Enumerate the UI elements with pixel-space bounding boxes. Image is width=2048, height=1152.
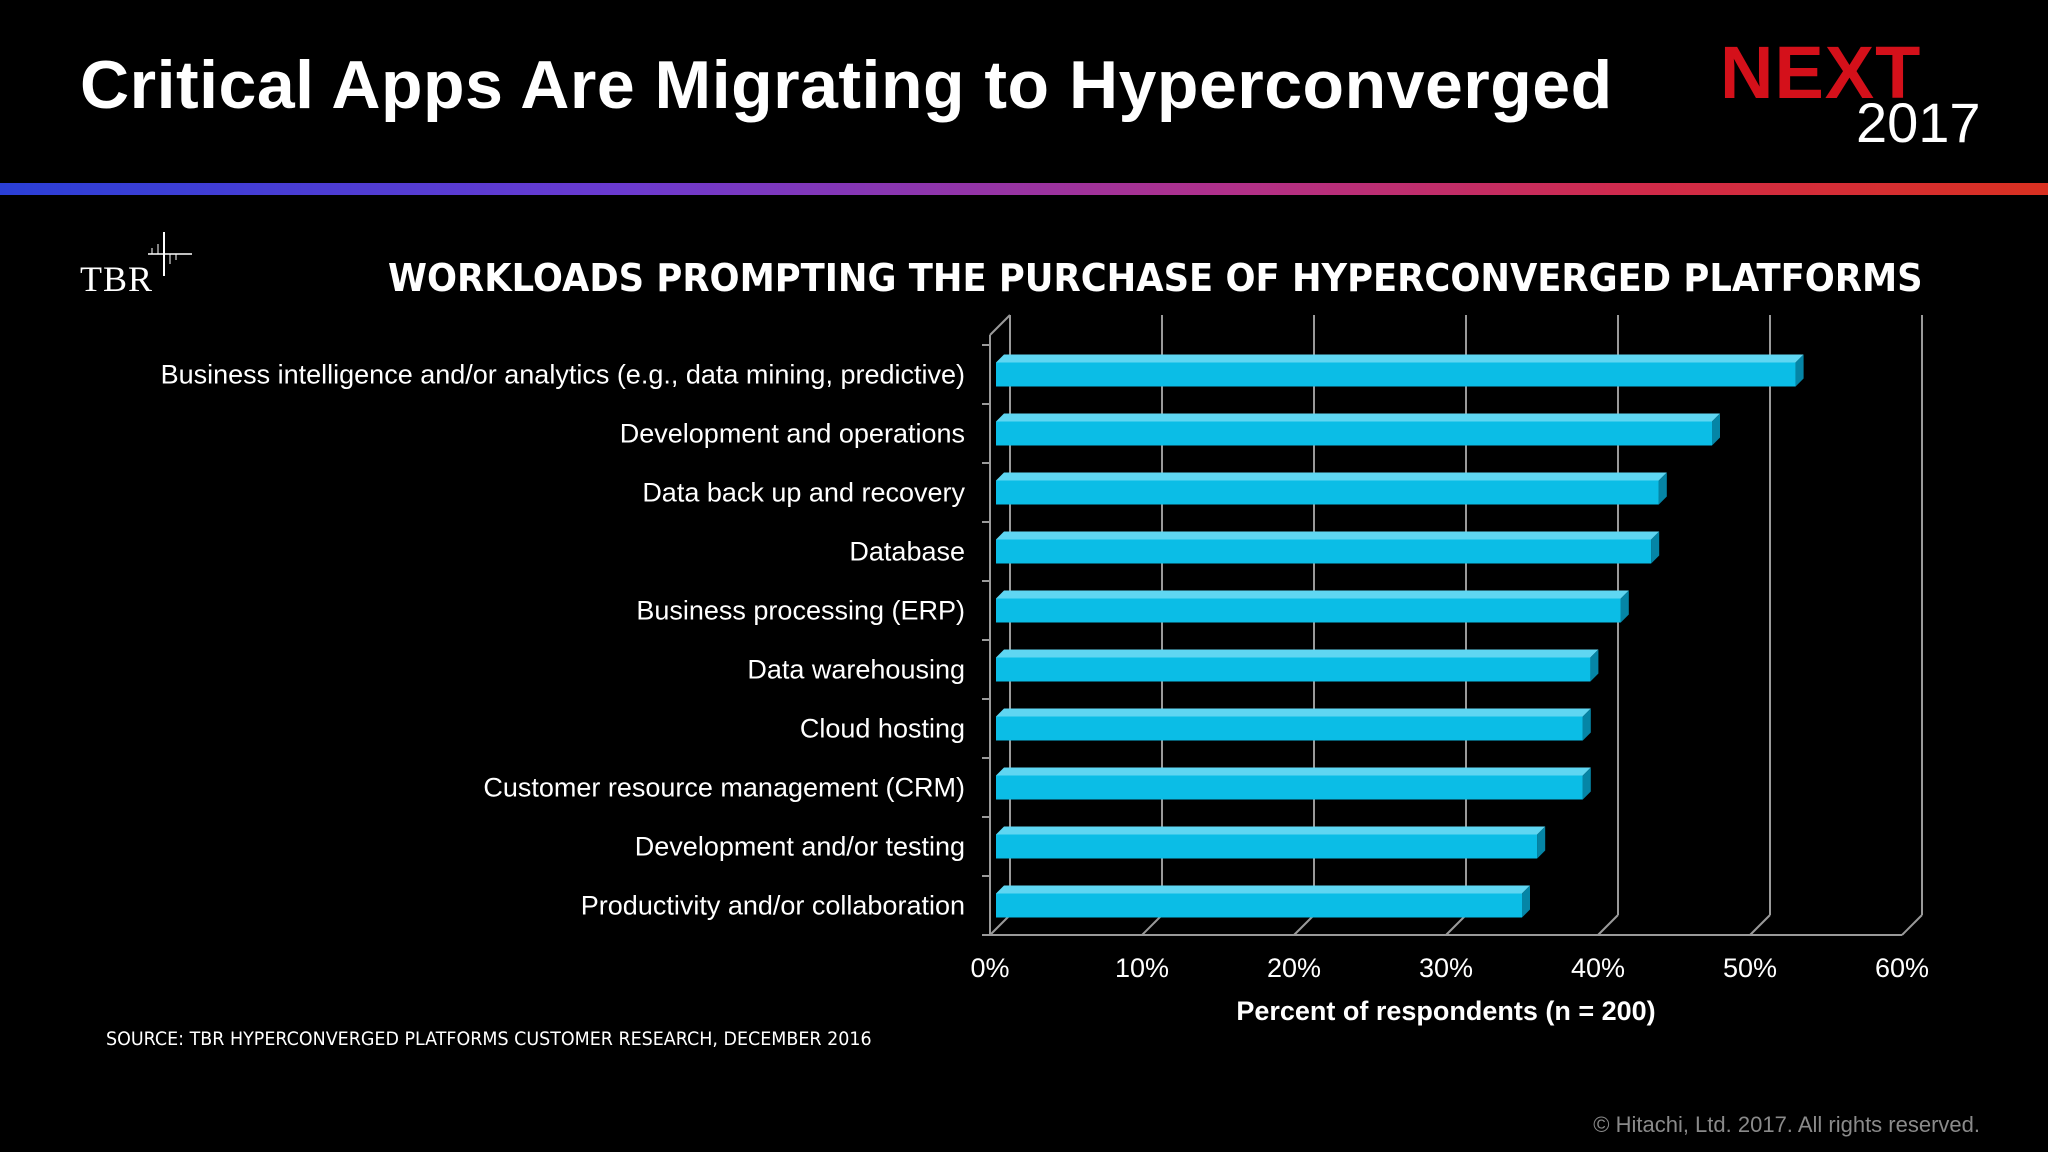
bar	[996, 834, 1538, 859]
bar-side	[1651, 531, 1660, 564]
brand-next: NEXT	[1720, 31, 1922, 114]
chart-title: WORKLOADS PROMPTING THE PURCHASE OF HYPE…	[388, 256, 1923, 300]
bar	[996, 362, 1796, 387]
x-tick-label: 20%	[1267, 953, 1321, 983]
x-tick-label: 30%	[1419, 953, 1473, 983]
x-tick-label: 60%	[1875, 953, 1929, 983]
bar-top	[996, 472, 1667, 481]
bar-top	[996, 767, 1591, 776]
category-label: Business intelligence and/or analytics (…	[161, 360, 965, 390]
floor-line	[1293, 914, 1315, 936]
floor-line	[1749, 914, 1771, 936]
x-axis-title: Percent of respondents (n = 200)	[1236, 996, 1655, 1026]
bar-side	[1620, 590, 1629, 623]
bar-top	[996, 885, 1530, 894]
bar	[996, 598, 1621, 623]
bar-top	[996, 708, 1591, 717]
category-label: Productivity and/or collaboration	[581, 891, 965, 921]
brand-logo: NEXT 2017	[1718, 30, 1988, 154]
source-note: SOURCE: TBR HYPERCONVERGED PLATFORMS CUS…	[106, 1028, 872, 1050]
bar-top	[996, 590, 1629, 599]
tbr-logo: TBR	[78, 230, 198, 300]
category-label: Data back up and recovery	[642, 478, 965, 508]
x-tick-label: 50%	[1723, 953, 1777, 983]
brand-year: 2017	[1856, 91, 1981, 154]
category-label: Development and/or testing	[635, 832, 965, 862]
floor-line	[1445, 914, 1467, 936]
bar-top	[996, 531, 1660, 540]
y-axis-top-edge	[989, 314, 1011, 336]
bar-side	[1712, 413, 1720, 446]
bar	[996, 480, 1659, 505]
tbr-star-icon	[148, 232, 192, 276]
floor-line	[1141, 914, 1163, 936]
bar-side	[1658, 472, 1667, 505]
x-tick-label: 10%	[1115, 953, 1169, 983]
floor-line	[1901, 914, 1923, 936]
bar-top	[996, 826, 1546, 835]
gradient-divider	[0, 183, 2048, 195]
slide-title: Critical Apps Are Migrating to Hyperconv…	[80, 47, 1613, 123]
bar-side	[1795, 354, 1804, 387]
copyright-text: © Hitachi, Ltd. 2017. All rights reserve…	[1593, 1112, 1980, 1137]
category-label: Database	[849, 537, 965, 567]
floor-line	[1597, 914, 1619, 936]
bar-top	[996, 649, 1599, 658]
bar-side	[1582, 767, 1591, 800]
bar	[996, 657, 1591, 682]
bar	[996, 775, 1583, 800]
category-label: Data warehousing	[747, 655, 965, 685]
bar-side	[1582, 708, 1591, 741]
floor-line	[989, 914, 1011, 936]
bar-top	[996, 354, 1804, 363]
x-tick-label: 0%	[970, 953, 1009, 983]
bar	[996, 539, 1652, 564]
bar	[996, 716, 1583, 741]
bar-side	[1522, 885, 1530, 918]
tbr-logo-text: TBR	[80, 259, 154, 299]
bar	[996, 421, 1712, 446]
category-label: Development and operations	[620, 419, 965, 449]
category-label: Cloud hosting	[800, 714, 965, 744]
bar-top	[996, 413, 1720, 422]
bar	[996, 893, 1522, 918]
bar-side	[1537, 826, 1546, 859]
category-label: Customer resource management (CRM)	[483, 773, 965, 803]
x-tick-label: 40%	[1571, 953, 1625, 983]
bar-side	[1590, 649, 1599, 682]
category-label: Business processing (ERP)	[636, 596, 965, 626]
